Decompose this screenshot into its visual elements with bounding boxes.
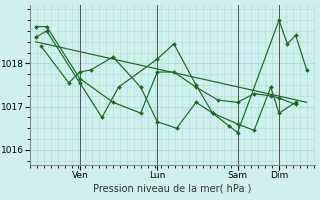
X-axis label: Pression niveau de la mer( hPa ): Pression niveau de la mer( hPa ) [93,183,252,193]
